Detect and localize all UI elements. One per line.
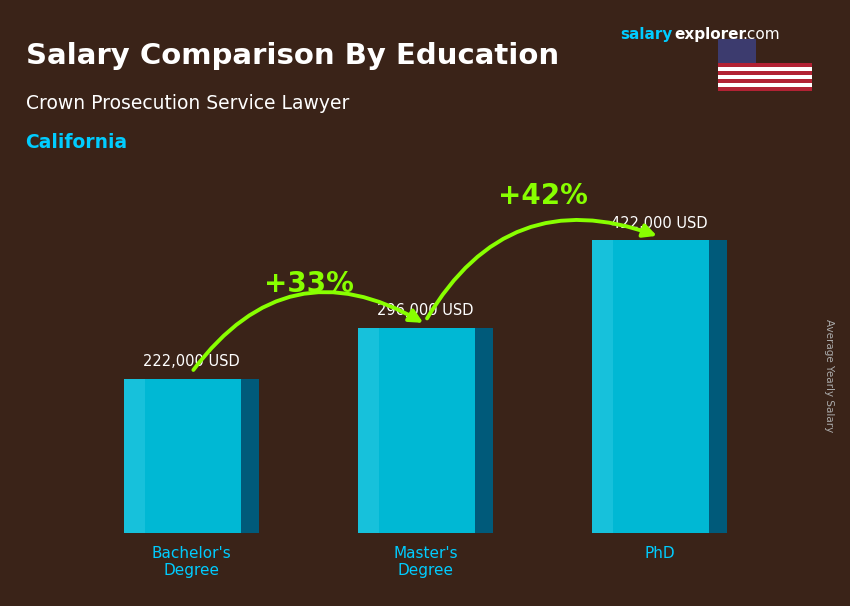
Bar (358, 328, 379, 533)
Text: Bachelor's
Degree: Bachelor's Degree (152, 546, 231, 578)
Bar (718, 83, 812, 87)
Bar (592, 240, 613, 533)
Text: Crown Prosecution Service Lawyer: Crown Prosecution Service Lawyer (26, 94, 348, 113)
Text: +42%: +42% (497, 182, 587, 210)
Polygon shape (709, 240, 727, 533)
Text: Master's
Degree: Master's Degree (394, 546, 458, 578)
Bar (718, 67, 812, 71)
Text: 296,000 USD: 296,000 USD (377, 303, 474, 318)
Polygon shape (475, 328, 493, 533)
Text: Average Yearly Salary: Average Yearly Salary (824, 319, 834, 432)
Text: 422,000 USD: 422,000 USD (611, 216, 708, 230)
Polygon shape (241, 379, 259, 533)
Text: .com: .com (742, 27, 779, 42)
Text: California: California (26, 133, 128, 152)
Text: 222,000 USD: 222,000 USD (144, 355, 240, 370)
Text: +33%: +33% (264, 270, 354, 298)
Bar (358, 328, 475, 533)
Bar (124, 379, 241, 533)
Bar (718, 63, 812, 67)
Bar (592, 240, 709, 533)
Bar (124, 379, 145, 533)
Text: Salary Comparison By Education: Salary Comparison By Education (26, 42, 558, 70)
Text: explorer: explorer (674, 27, 746, 42)
Bar (718, 79, 812, 83)
Bar (718, 71, 812, 75)
Text: PhD: PhD (644, 546, 675, 561)
Bar (718, 75, 812, 79)
Bar (718, 39, 756, 63)
Bar (718, 87, 812, 92)
Text: salary: salary (620, 27, 673, 42)
